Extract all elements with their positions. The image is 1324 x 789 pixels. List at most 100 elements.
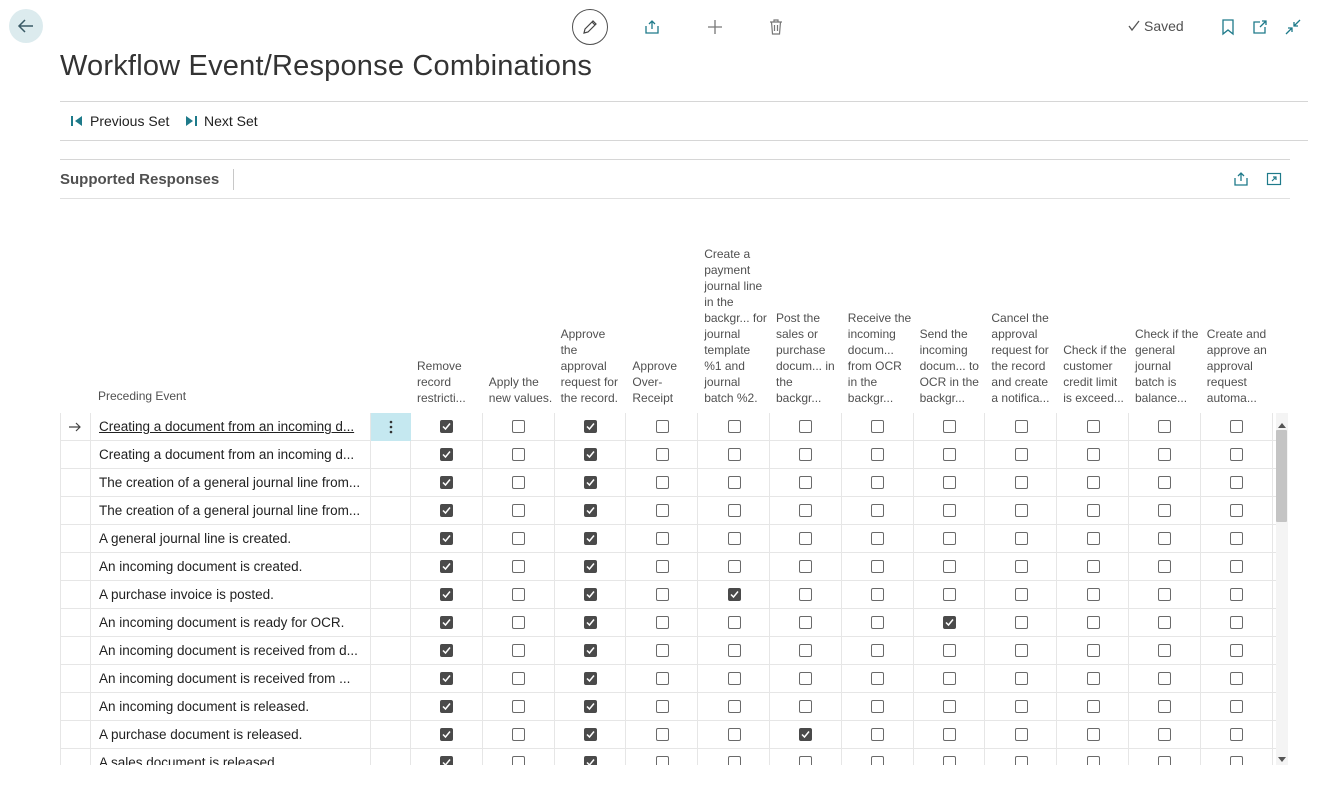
row-selector[interactable] [60, 441, 91, 469]
next-set-button[interactable]: Next Set [184, 113, 258, 129]
checkbox-unchecked[interactable] [512, 532, 526, 545]
checkbox-checked[interactable] [584, 728, 597, 741]
row-selector[interactable] [60, 413, 91, 441]
checkbox-unchecked[interactable] [1014, 700, 1028, 713]
checkbox-unchecked[interactable] [1086, 644, 1100, 657]
checkbox-unchecked[interactable] [1014, 420, 1028, 433]
checkbox-checked[interactable] [440, 504, 454, 517]
checkbox-unchecked[interactable] [871, 476, 885, 489]
checkbox-unchecked[interactable] [1230, 504, 1244, 517]
scroll-down-button[interactable] [1277, 751, 1287, 769]
column-header-response[interactable]: Post the sales or purchase docum... in t… [776, 311, 835, 405]
checkbox-unchecked[interactable] [1230, 700, 1244, 713]
checkbox-unchecked[interactable] [1230, 728, 1244, 741]
checkbox-unchecked[interactable] [1158, 476, 1172, 489]
checkbox-unchecked[interactable] [871, 588, 885, 601]
checkbox-unchecked[interactable] [655, 616, 669, 629]
checkbox-unchecked[interactable] [799, 476, 813, 489]
open-new-window-button[interactable] [1250, 17, 1270, 37]
checkbox-unchecked[interactable] [871, 532, 885, 545]
table-row[interactable]: An incoming document is received from d.… [60, 637, 1276, 665]
checkbox-unchecked[interactable] [727, 476, 741, 489]
checkbox-unchecked[interactable] [1158, 532, 1172, 545]
checkbox-unchecked[interactable] [1014, 672, 1028, 685]
checkbox-unchecked[interactable] [871, 420, 885, 433]
row-selector[interactable] [60, 525, 91, 553]
checkbox-checked[interactable] [440, 448, 454, 461]
edit-button[interactable] [572, 9, 608, 45]
row-selector[interactable] [60, 609, 91, 637]
checkbox-unchecked[interactable] [871, 756, 885, 765]
table-row[interactable]: An incoming document is released. [60, 693, 1276, 721]
checkbox-unchecked[interactable] [655, 504, 669, 517]
row-actions-button[interactable] [371, 413, 411, 441]
checkbox-unchecked[interactable] [1158, 672, 1172, 685]
checkbox-checked[interactable] [440, 560, 454, 573]
checkbox-unchecked[interactable] [799, 588, 813, 601]
checkbox-unchecked[interactable] [1086, 616, 1100, 629]
table-row[interactable]: An incoming document is received from ..… [60, 665, 1276, 693]
checkbox-checked[interactable] [727, 588, 741, 601]
checkbox-unchecked[interactable] [512, 616, 526, 629]
checkbox-unchecked[interactable] [943, 448, 956, 461]
row-selector[interactable] [60, 497, 91, 525]
table-row[interactable]: An incoming document is created. [60, 553, 1276, 581]
checkbox-unchecked[interactable] [512, 560, 526, 573]
section-share-button[interactable] [1232, 170, 1250, 188]
checkbox-unchecked[interactable] [512, 588, 526, 601]
checkbox-checked[interactable] [584, 616, 597, 629]
checkbox-checked[interactable] [584, 700, 597, 713]
checkbox-unchecked[interactable] [1158, 504, 1172, 517]
checkbox-unchecked[interactable] [655, 476, 669, 489]
checkbox-unchecked[interactable] [727, 532, 741, 545]
column-header-response[interactable]: Apply the new values. [488, 375, 553, 405]
checkbox-unchecked[interactable] [799, 448, 813, 461]
checkbox-checked[interactable] [440, 588, 454, 601]
checkbox-unchecked[interactable] [512, 700, 526, 713]
checkbox-unchecked[interactable] [727, 644, 741, 657]
checkbox-unchecked[interactable] [799, 672, 813, 685]
checkbox-unchecked[interactable] [1086, 420, 1100, 433]
checkbox-checked[interactable] [440, 672, 454, 685]
checkbox-checked[interactable] [584, 476, 597, 489]
checkbox-unchecked[interactable] [1230, 532, 1244, 545]
column-header-response[interactable]: Check if the customer credit limit is ex… [1063, 343, 1127, 405]
checkbox-unchecked[interactable] [943, 728, 956, 741]
checkbox-checked[interactable] [584, 588, 597, 601]
checkbox-unchecked[interactable] [871, 560, 885, 573]
back-button[interactable] [9, 9, 43, 43]
section-expand-button[interactable] [1265, 170, 1283, 188]
column-header-response[interactable]: Create a payment journal line in the bac… [704, 247, 767, 405]
checkbox-unchecked[interactable] [512, 504, 526, 517]
checkbox-unchecked[interactable] [1014, 588, 1028, 601]
checkbox-unchecked[interactable] [727, 560, 741, 573]
checkbox-unchecked[interactable] [512, 420, 526, 433]
checkbox-checked[interactable] [943, 616, 956, 629]
checkbox-unchecked[interactable] [799, 504, 813, 517]
checkbox-unchecked[interactable] [1158, 700, 1172, 713]
checkbox-unchecked[interactable] [1014, 644, 1028, 657]
checkbox-unchecked[interactable] [943, 476, 956, 489]
bookmark-button[interactable] [1218, 17, 1238, 37]
checkbox-checked[interactable] [440, 700, 454, 713]
checkbox-unchecked[interactable] [1014, 756, 1028, 765]
checkbox-unchecked[interactable] [1014, 616, 1028, 629]
checkbox-unchecked[interactable] [1158, 644, 1172, 657]
checkbox-checked[interactable] [584, 448, 597, 461]
checkbox-unchecked[interactable] [1230, 476, 1244, 489]
checkbox-unchecked[interactable] [1230, 616, 1244, 629]
checkbox-checked[interactable] [584, 504, 597, 517]
checkbox-unchecked[interactable] [727, 616, 741, 629]
checkbox-checked[interactable] [584, 644, 597, 657]
table-row[interactable]: A sales document is released. [60, 749, 1276, 765]
checkbox-checked[interactable] [440, 756, 454, 765]
checkbox-checked[interactable] [799, 728, 813, 741]
checkbox-checked[interactable] [584, 420, 597, 433]
checkbox-unchecked[interactable] [943, 672, 956, 685]
checkbox-unchecked[interactable] [655, 644, 669, 657]
checkbox-unchecked[interactable] [799, 644, 813, 657]
checkbox-unchecked[interactable] [943, 504, 956, 517]
column-header-response[interactable]: Check if the general journal batch is ba… [1135, 327, 1199, 405]
checkbox-unchecked[interactable] [1086, 700, 1100, 713]
checkbox-checked[interactable] [440, 616, 454, 629]
